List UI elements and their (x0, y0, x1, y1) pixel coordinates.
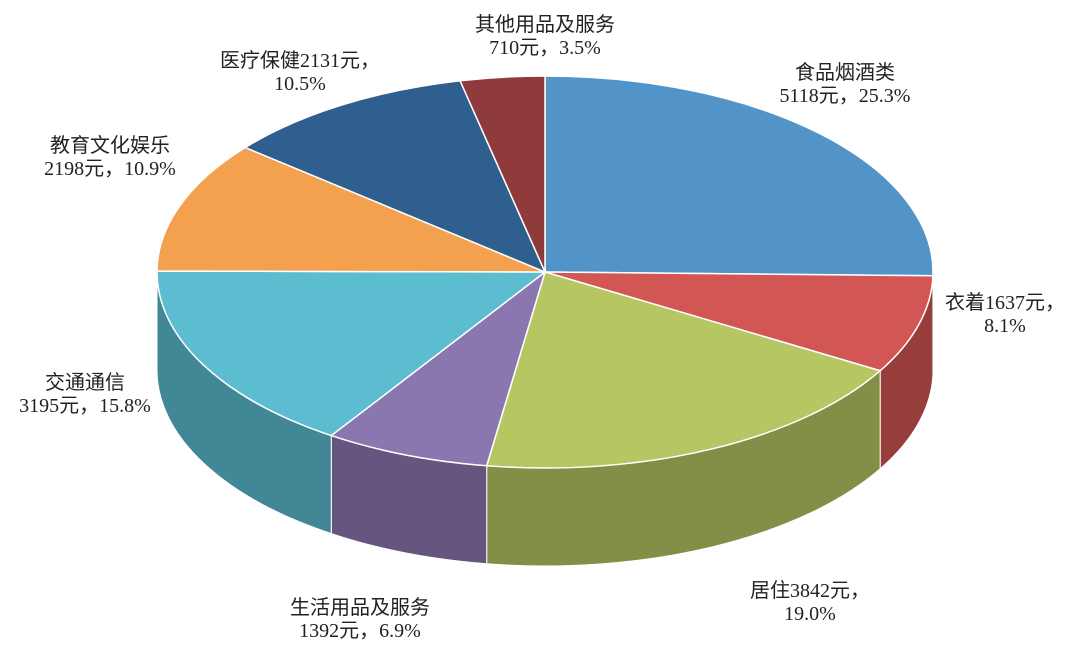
slice (459, 75, 546, 273)
value-label: 5118元，25.3% (779, 85, 911, 107)
value-label: 1392元，6.9% (299, 620, 421, 642)
value-label: 2131元，10.5% (274, 50, 380, 95)
slice (243, 79, 547, 274)
slice (544, 75, 934, 277)
data-label: 教育文化娱乐 2198元，10.9% (0, 135, 220, 181)
data-label: 居住3842元，19.0% (745, 580, 875, 626)
slice (544, 271, 934, 372)
category-label: 其他用品及服务 (475, 14, 615, 36)
category-label: 教育文化娱乐 (50, 135, 170, 157)
slice (329, 269, 547, 467)
value-label: 3842元，19.0% (784, 580, 870, 625)
value-label: 3195元，15.8% (19, 395, 151, 417)
value-label: 2198元，10.9% (44, 158, 176, 180)
data-label: 生活用品及服务 1392元，6.9% (250, 597, 470, 643)
category-label: 交通通信 (45, 372, 125, 394)
data-label: 交通通信 3195元，15.8% (0, 372, 185, 418)
data-label: 其他用品及服务 710元，3.5% (435, 14, 655, 60)
value-label: 1637元，8.1% (984, 292, 1065, 337)
slice (156, 146, 546, 273)
category-label: 衣着 (945, 292, 985, 314)
category-label: 生活用品及服务 (290, 597, 430, 619)
data-label: 医疗保健2131元，10.5% (214, 50, 386, 96)
data-label: 食品烟酒类 5118元，25.3% (735, 62, 955, 108)
category-label: 医疗保健 (220, 50, 300, 72)
category-label: 居住 (750, 580, 790, 602)
slice (485, 271, 882, 469)
slice (156, 270, 548, 437)
category-label: 食品烟酒类 (795, 62, 895, 84)
data-label: 衣着1637元，8.1% (938, 292, 1073, 338)
value-label: 710元，3.5% (489, 37, 601, 59)
